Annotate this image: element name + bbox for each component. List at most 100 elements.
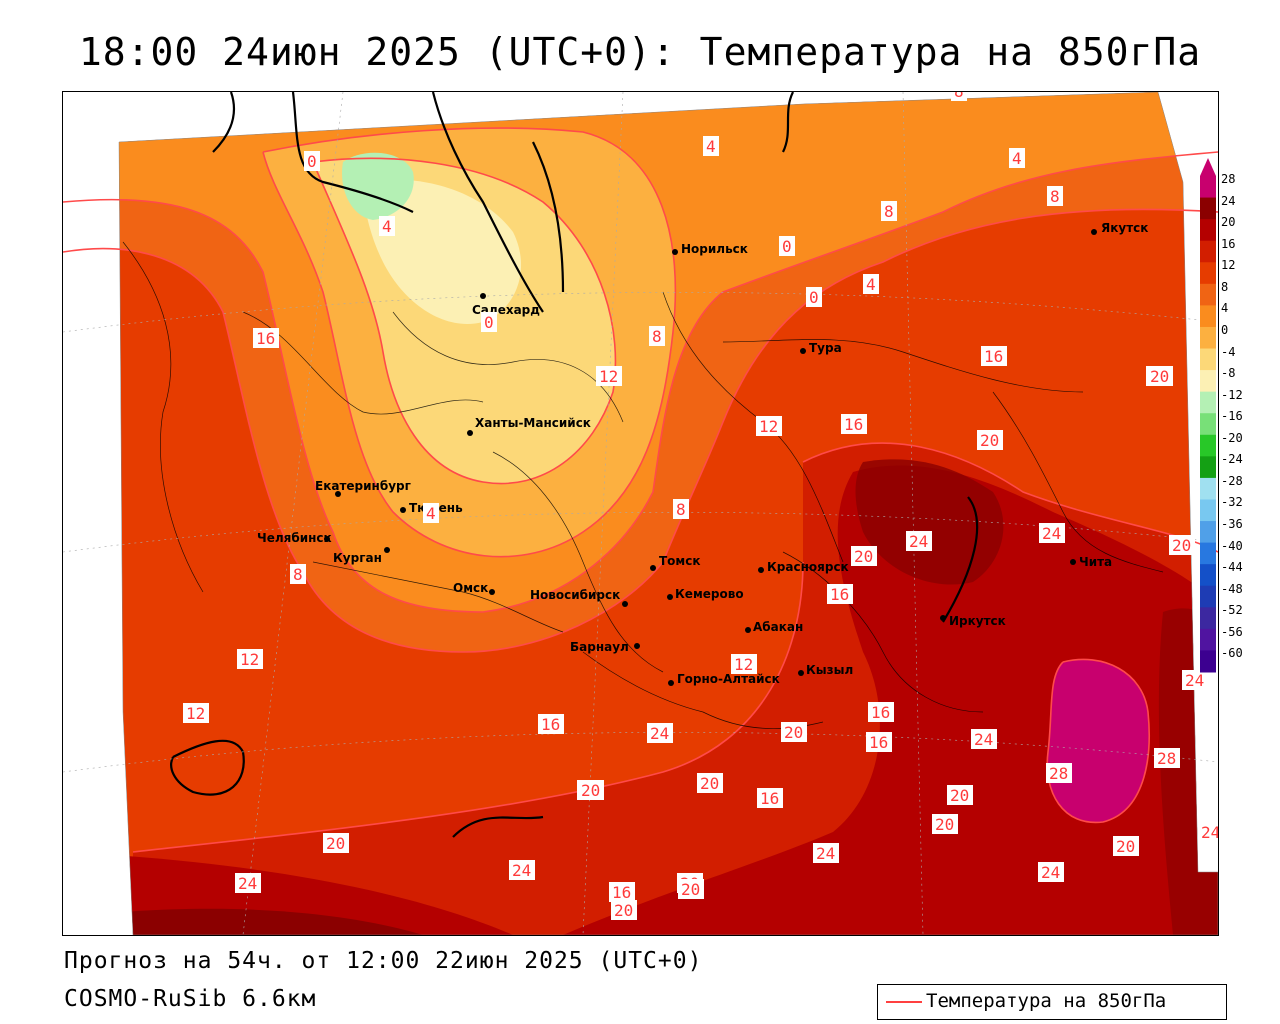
contour-label: 0: [809, 288, 819, 307]
contour-label-bg: [578, 780, 604, 800]
city-tomsk: Томск: [659, 554, 701, 568]
contour-label-bg: [881, 201, 897, 221]
contour-label-bg: [779, 236, 795, 256]
contour-label: 20: [1116, 837, 1135, 856]
contour-label-bg: [649, 326, 665, 346]
city-dot-yakutsk: [1091, 229, 1097, 235]
contour-label-bg: [1038, 862, 1064, 882]
contour-label-bg: [1046, 763, 1072, 783]
contour-label: 20: [581, 781, 600, 800]
contour-label-bg: [703, 136, 719, 156]
colorbar-cell: [1200, 456, 1216, 479]
contour-label: 20: [614, 901, 633, 920]
contour-label: 16: [541, 715, 560, 734]
contour-label: 8: [954, 92, 964, 101]
city-tura: Тура: [809, 341, 842, 355]
colorbar-tick-label: -56: [1221, 624, 1243, 639]
contour-label-bg: [323, 833, 349, 853]
city-dot-novosibirsk: [622, 601, 628, 607]
map-legend: Температура на 850гПа: [877, 984, 1227, 1020]
contour-label-bg: [813, 843, 839, 863]
contour-label-bg: [423, 503, 439, 523]
contour-label-bg: [781, 722, 807, 742]
contour-label: 20: [1150, 367, 1169, 386]
colorbar-tick-label: -36: [1221, 517, 1243, 532]
colorbar-tick-label: -24: [1221, 452, 1243, 467]
contour-label: 28: [1049, 764, 1068, 783]
contour-label: 4: [706, 137, 716, 156]
contour-label: 12: [240, 650, 259, 669]
colorbar-tick-label: -4: [1221, 344, 1236, 359]
contour-label: 4: [382, 217, 392, 236]
model-name: COSMO-RuSib 6.6км: [64, 986, 317, 1012]
colorbar-cell: [1200, 585, 1216, 608]
city-dot-yekaterinburg: [335, 491, 341, 497]
contour-label: 16: [830, 585, 849, 604]
contour-label: 4: [1012, 149, 1022, 168]
temperature-colorbar: [1200, 158, 1216, 673]
colorbar-cell: [1200, 326, 1216, 350]
contour-label: 24: [512, 861, 531, 880]
contour-label-bg: [678, 879, 704, 899]
contour-label: 12: [759, 417, 778, 436]
contour-label: 0: [782, 237, 792, 256]
contour-label-bg: [1039, 523, 1065, 543]
city-dot-tyumen: [400, 507, 406, 513]
contour-label: 8: [676, 500, 686, 519]
contour-label: 16: [760, 789, 779, 808]
contour-label: 0: [484, 313, 494, 332]
contour-label: 8: [293, 565, 303, 584]
colorbar-tick-label: 28: [1221, 172, 1236, 186]
colorbar-tick-label: 8: [1221, 279, 1229, 294]
contour-label-bg: [609, 882, 635, 902]
contour-label: 20: [1172, 536, 1191, 555]
contour-label: 20: [950, 786, 969, 805]
colorbar-cell: [1200, 628, 1216, 651]
contour-label-bg: [290, 564, 306, 584]
colorbar-tick-label: -60: [1221, 646, 1243, 661]
temperature-map[interactable]: Якутск Норильск Салехард Тура Ханты-Манс…: [62, 91, 1219, 936]
city-yakutsk: Якутск: [1101, 221, 1148, 235]
contour-label: 20: [326, 834, 345, 853]
contour-label-bg: [1113, 836, 1139, 856]
colorbar-cell: [1200, 176, 1216, 199]
contour-label: 24: [650, 724, 669, 743]
contour-label-bg: [1182, 670, 1208, 690]
colorbar-cell: [1200, 219, 1216, 242]
colorbar-cell: [1200, 434, 1216, 457]
city-novosibirsk: Новосибирск: [530, 588, 620, 602]
colorbar-cell: [1200, 262, 1216, 285]
contour-label-bg: [1169, 535, 1195, 555]
colorbar-top-arrow: [1200, 158, 1216, 176]
colorbar-cell: [1200, 391, 1216, 414]
contour-label: 12: [599, 367, 618, 386]
contour-label: 16: [869, 733, 888, 752]
city-omsk: Омск: [453, 581, 488, 595]
contour-label-bg: [235, 873, 261, 893]
city-dot-tura: [800, 348, 806, 354]
city-barnaul: Барнаул: [570, 640, 629, 654]
city-dot-chita: [1070, 559, 1076, 565]
city-dot-irkutsk: [940, 615, 946, 621]
colorbar-cell: [1200, 240, 1216, 263]
contour-label: 16: [984, 347, 1003, 366]
contour-label: 16: [612, 883, 631, 902]
contour-label: 4: [866, 275, 876, 294]
map-canvas: Якутск Норильск Салехард Тура Ханты-Манс…: [63, 92, 1218, 935]
city-dot-kurgan: [384, 547, 390, 553]
contour-label: 24: [1185, 671, 1204, 690]
city-dot-salekhard: [480, 293, 486, 299]
contour-label: 12: [186, 704, 205, 723]
colorbar-tick-label: -52: [1221, 603, 1243, 618]
contour-label-bg: [1147, 366, 1173, 386]
city-dot-krasnoyarsk: [758, 567, 764, 573]
contour-label: 20: [980, 431, 999, 450]
contour-label-bg: [827, 584, 853, 604]
forecast-info: Прогноз на 54ч. от 12:00 22июн 2025 (UTC…: [64, 948, 703, 974]
contour-label: 20: [935, 815, 954, 834]
city-dot-norilsk: [672, 249, 678, 255]
contour-label-bg: [947, 785, 973, 805]
contour-label-bg: [863, 274, 879, 294]
contour-label: 16: [844, 415, 863, 434]
city-dot-kemerovo: [667, 594, 673, 600]
